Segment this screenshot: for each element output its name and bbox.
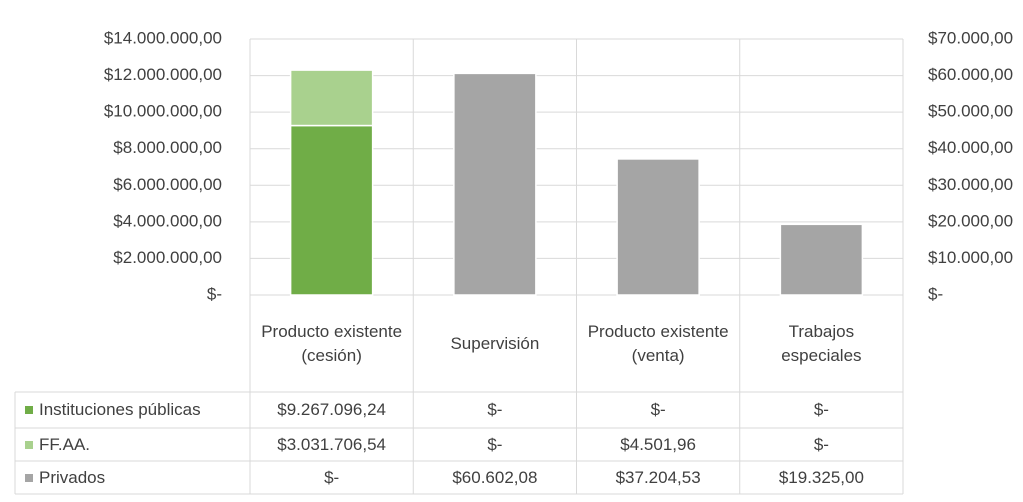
y2-tick-label: $30.000,00	[928, 175, 1013, 194]
category-label: Producto existente (cesión)	[261, 321, 403, 365]
table-value: $60.602,08	[452, 467, 538, 487]
bar	[453, 72, 537, 296]
y-tick-label: $6.000.000,00	[113, 175, 222, 194]
legend-swatch	[25, 406, 33, 414]
table-value: $-	[324, 467, 340, 487]
bar	[289, 69, 374, 127]
table-value: $-	[487, 434, 503, 454]
y-tick-label: $-	[207, 284, 222, 303]
y2-tick-label: $70.000,00	[928, 28, 1013, 47]
table-value: $3.031.706,54	[277, 434, 386, 454]
category-label: Producto existente (venta)	[587, 321, 729, 365]
bar	[289, 124, 374, 296]
y-tick-label: $10.000.000,00	[104, 102, 222, 121]
bar	[779, 223, 864, 296]
table-value: $-	[487, 400, 503, 419]
category-label: Trabajos especiales	[781, 321, 862, 365]
y-tick-label: $8.000.000,00	[113, 138, 222, 157]
legend-entry: Privados	[15, 461, 250, 494]
y-tick-label: $4.000.000,00	[113, 211, 222, 230]
table-value: $-	[650, 400, 666, 419]
y2-tick-label: $10.000,00	[928, 248, 1013, 267]
table-value: $9.267.096,24	[277, 400, 386, 419]
legend-swatch	[25, 473, 33, 482]
y-tick-label: $14.000.000,00	[104, 28, 222, 47]
legend-entry: Instituciones públicas	[15, 392, 250, 428]
table-value: $-	[813, 400, 829, 419]
legend-swatch	[25, 440, 33, 449]
y2-tick-label: $60.000,00	[928, 65, 1013, 84]
y-tick-label: $2.000.000,00	[113, 248, 222, 267]
table-value: $19.325,00	[778, 467, 864, 487]
table-value: $-	[813, 434, 829, 454]
table-value: $37.204,53	[615, 467, 701, 487]
y2-tick-label: $-	[928, 284, 943, 303]
y-tick-label: $12.000.000,00	[104, 65, 222, 84]
legend-label: Privados	[39, 467, 106, 487]
category-label: Supervisión	[450, 333, 540, 353]
y2-tick-label: $40.000,00	[928, 138, 1013, 157]
legend-label: FF.AA.	[39, 434, 91, 454]
y2-tick-label: $20.000,00	[928, 211, 1013, 230]
bar	[616, 158, 700, 296]
table-value: $4.501,96	[620, 434, 696, 454]
y2-tick-label: $50.000,00	[928, 102, 1013, 121]
legend-entry: FF.AA.	[15, 428, 250, 461]
legend-label: Instituciones públicas	[39, 400, 201, 419]
